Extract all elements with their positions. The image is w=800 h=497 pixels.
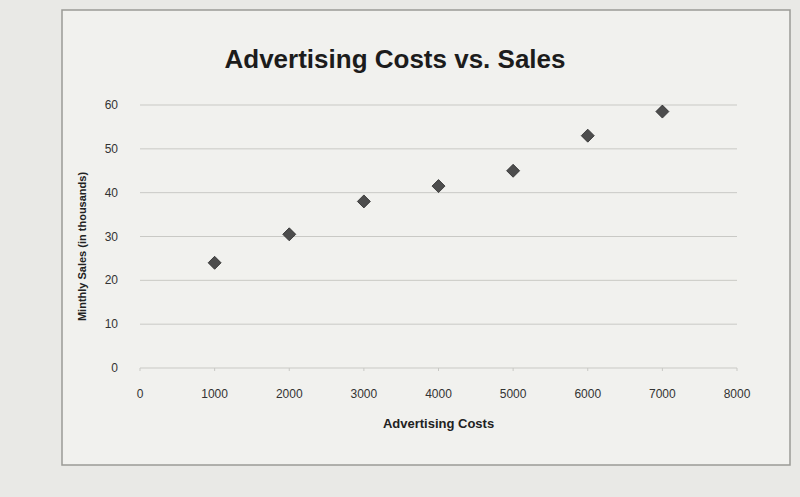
- y-tick-label: 30: [105, 230, 119, 244]
- grid-line: [140, 236, 737, 237]
- x-tick-label: 0: [137, 387, 144, 401]
- chart-root: Advertising Costs vs. Sales 0 10 20 30 40 50 60…: [0, 0, 800, 497]
- x-tick: [140, 368, 141, 371]
- x-tick: [737, 368, 738, 371]
- x-tick-label: 5000: [500, 387, 527, 401]
- x-tick-label: 8000: [724, 387, 751, 401]
- x-tick-label: 7000: [649, 387, 676, 401]
- chart-title: Advertising Costs vs. Sales: [224, 44, 565, 74]
- grid-line: [140, 324, 737, 325]
- x-tick-label: 2000: [276, 387, 303, 401]
- x-tick: [513, 368, 514, 371]
- chart-frame: [62, 10, 790, 465]
- x-tick: [662, 368, 663, 371]
- y-tick-label: 50: [105, 142, 119, 156]
- point: [357, 195, 370, 208]
- point: [432, 180, 445, 193]
- x-axis-title: Advertising Costs: [383, 416, 494, 431]
- x-tick: [438, 368, 439, 371]
- x-tick: [363, 368, 364, 371]
- grid-line: [140, 148, 737, 149]
- y-tick-label: 10: [105, 317, 119, 331]
- y-axis-title: Minthly Sales (in thousands): [76, 172, 88, 321]
- x-tick-label: 1000: [201, 387, 228, 401]
- point: [208, 256, 221, 269]
- x-tick: [289, 368, 290, 371]
- point: [507, 164, 520, 177]
- grid-line: [140, 280, 737, 281]
- y-tick-label: 20: [105, 273, 119, 287]
- x-tick: [214, 368, 215, 371]
- y-tick-label: 0: [111, 361, 118, 375]
- x-tick-label: 4000: [425, 387, 452, 401]
- point: [581, 129, 594, 142]
- marks: [208, 105, 669, 269]
- point: [656, 105, 669, 118]
- x-tick: [587, 368, 588, 371]
- y-tick-label: 60: [105, 98, 119, 112]
- point: [283, 228, 296, 241]
- x-tick-label: 6000: [574, 387, 601, 401]
- grid-line: [140, 105, 737, 106]
- y-tick-label: 40: [105, 186, 119, 200]
- chart-svg: Advertising Costs vs. Sales 0 10 20 30 40 50 60…: [0, 0, 800, 497]
- x-tick-label: 3000: [351, 387, 378, 401]
